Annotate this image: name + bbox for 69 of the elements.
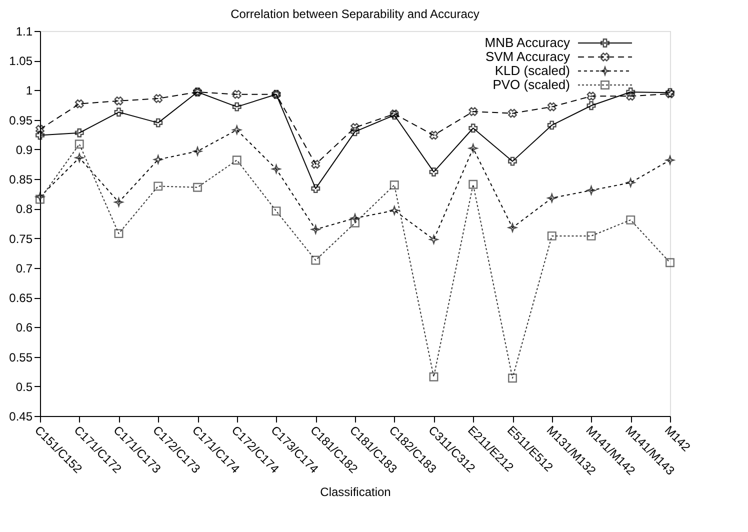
point (508, 156, 517, 166)
point (350, 218, 360, 228)
point (508, 374, 517, 383)
point (350, 123, 360, 132)
y-tick-label: 0.6 (16, 320, 33, 335)
y-tick-label: 0.7 (16, 261, 33, 276)
point (626, 178, 636, 188)
point (666, 258, 674, 268)
point (36, 124, 44, 134)
point (586, 101, 596, 110)
point (586, 231, 596, 240)
point (390, 180, 399, 190)
point (36, 130, 44, 140)
point (114, 96, 124, 106)
point (311, 184, 320, 194)
point (547, 231, 556, 240)
point (468, 180, 478, 189)
point (232, 125, 242, 134)
point (508, 108, 517, 118)
point (429, 372, 438, 382)
point (193, 182, 202, 192)
point (154, 94, 163, 103)
y-tick-label: 1.05 (9, 54, 33, 68)
x-axis-title: Classification (320, 485, 391, 500)
point (232, 90, 242, 99)
point (429, 130, 438, 140)
point (74, 128, 84, 138)
point (154, 118, 163, 128)
point (311, 256, 320, 265)
point (114, 108, 124, 117)
y-tick-label: 1.1 (16, 24, 33, 38)
point (468, 107, 478, 116)
point (114, 229, 124, 238)
legend-label: MNB Accuracy (484, 35, 570, 50)
y-tick-label: 0.9 (16, 142, 33, 157)
point (429, 167, 438, 176)
y-tick-label: 1 (26, 84, 33, 98)
point (311, 160, 320, 169)
point (626, 92, 636, 101)
point (74, 99, 84, 108)
y-tick-label: 0.85 (9, 172, 33, 187)
legend-label: KLD (scaled) (494, 63, 570, 78)
y-tick-label: 0.55 (9, 350, 33, 364)
y-tick-label: 0.95 (9, 113, 33, 128)
y-tick-label: 0.5 (16, 380, 33, 394)
point (272, 206, 281, 216)
point (626, 88, 636, 96)
y-tick-label: 0.8 (16, 202, 33, 216)
point (74, 153, 84, 162)
point (232, 156, 242, 165)
point (547, 102, 556, 112)
point (586, 186, 596, 195)
y-tick-label: 0.45 (9, 410, 33, 424)
point (154, 182, 163, 191)
legend-label: SVM Accuracy (485, 49, 570, 64)
y-tick-label: 0.65 (9, 291, 33, 306)
point (36, 194, 44, 204)
point (468, 124, 478, 133)
y-tick-label: 0.75 (9, 232, 33, 246)
point (626, 215, 636, 224)
point (350, 127, 360, 136)
point (232, 102, 242, 112)
point (114, 198, 124, 207)
point (586, 92, 596, 101)
legend-label: PVO (scaled) (492, 77, 570, 92)
point (468, 144, 478, 153)
point (74, 140, 84, 149)
point (547, 120, 556, 130)
chart-title: Correlation between Separability and Accuracy (230, 7, 480, 21)
